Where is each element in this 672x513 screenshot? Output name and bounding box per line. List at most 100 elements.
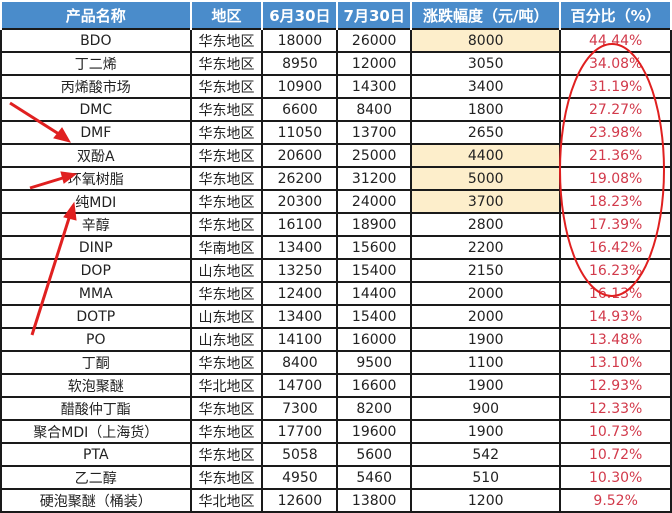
cell-region: 山东地区 bbox=[189, 258, 264, 283]
cell-jun30: 12400 bbox=[261, 281, 339, 306]
cell-jul30: 5460 bbox=[336, 465, 413, 490]
cell-region: 华东地区 bbox=[189, 350, 264, 375]
cell-jul30: 15400 bbox=[336, 258, 413, 283]
header-product: 产品名称 bbox=[0, 0, 192, 30]
cell-jul30: 8200 bbox=[336, 396, 413, 421]
cell-jul30: 16000 bbox=[336, 327, 413, 352]
cell-change: 3400 bbox=[410, 74, 562, 99]
cell-product: PO bbox=[0, 327, 192, 352]
header-change: 涨跌幅度（元/吨） bbox=[410, 0, 562, 30]
cell-change: 542 bbox=[410, 442, 562, 467]
cell-product: 纯MDI bbox=[0, 189, 192, 214]
cell-percent: 14.93% bbox=[559, 304, 672, 329]
table-row: 丁二烯 华东地区 8950 12000 3050 34.08% bbox=[0, 51, 672, 76]
cell-jun30: 14700 bbox=[261, 373, 339, 398]
cell-change: 5000 bbox=[410, 166, 562, 191]
cell-percent: 12.33% bbox=[559, 396, 672, 421]
cell-region: 山东地区 bbox=[189, 327, 264, 352]
header-jun30: 6月30日 bbox=[261, 0, 339, 30]
table-row: 乙二醇 华东地区 4950 5460 510 10.30% bbox=[0, 465, 672, 490]
cell-jul30: 13700 bbox=[336, 120, 413, 145]
cell-jul30: 5600 bbox=[336, 442, 413, 467]
cell-percent: 16.23% bbox=[559, 258, 672, 283]
table-row: 软泡聚醚 华北地区 14700 16600 1900 12.93% bbox=[0, 373, 672, 398]
cell-jun30: 6600 bbox=[261, 97, 339, 122]
cell-jun30: 4950 bbox=[261, 465, 339, 490]
cell-change: 510 bbox=[410, 465, 562, 490]
cell-region: 华东地区 bbox=[189, 281, 264, 306]
header-percent: 百分比（%） bbox=[559, 0, 672, 30]
header-region: 地区 bbox=[189, 0, 264, 30]
cell-jul30: 15400 bbox=[336, 304, 413, 329]
cell-percent: 10.30% bbox=[559, 465, 672, 490]
header-jul30: 7月30日 bbox=[336, 0, 413, 30]
cell-change: 2000 bbox=[410, 304, 562, 329]
cell-percent: 10.72% bbox=[559, 442, 672, 467]
table-row: 丁酮 华东地区 8400 9500 1100 13.10% bbox=[0, 350, 672, 375]
table-row: DOP 山东地区 13250 15400 2150 16.23% bbox=[0, 258, 672, 283]
cell-region: 华东地区 bbox=[189, 396, 264, 421]
cell-change: 3700 bbox=[410, 189, 562, 214]
cell-jun30: 8950 bbox=[261, 51, 339, 76]
cell-percent: 27.27% bbox=[559, 97, 672, 122]
cell-percent: 16.42% bbox=[559, 235, 672, 260]
cell-jul30: 24000 bbox=[336, 189, 413, 214]
cell-region: 华东地区 bbox=[189, 97, 264, 122]
cell-jun30: 10900 bbox=[261, 74, 339, 99]
cell-change: 900 bbox=[410, 396, 562, 421]
cell-percent: 12.93% bbox=[559, 373, 672, 398]
cell-region: 华东地区 bbox=[189, 419, 264, 444]
cell-product: 软泡聚醚 bbox=[0, 373, 192, 398]
cell-region: 华东地区 bbox=[189, 120, 264, 145]
cell-percent: 17.39% bbox=[559, 212, 672, 237]
cell-product: DMC bbox=[0, 97, 192, 122]
cell-region: 华北地区 bbox=[189, 373, 264, 398]
table-row: 醋酸仲丁酯 华东地区 7300 8200 900 12.33% bbox=[0, 396, 672, 421]
cell-region: 华东地区 bbox=[189, 74, 264, 99]
cell-change: 4400 bbox=[410, 143, 562, 168]
cell-region: 华东地区 bbox=[189, 465, 264, 490]
cell-jun30: 13400 bbox=[261, 304, 339, 329]
table-row: MMA 华东地区 12400 14400 2000 16.13% bbox=[0, 281, 672, 306]
cell-jul30: 13800 bbox=[336, 488, 413, 513]
cell-region: 山东地区 bbox=[189, 304, 264, 329]
cell-product: 醋酸仲丁酯 bbox=[0, 396, 192, 421]
cell-percent: 19.08% bbox=[559, 166, 672, 191]
cell-change: 2650 bbox=[410, 120, 562, 145]
cell-change: 1900 bbox=[410, 419, 562, 444]
cell-product: 硬泡聚醚（桶装） bbox=[0, 488, 192, 513]
cell-change: 2000 bbox=[410, 281, 562, 306]
cell-change: 3050 bbox=[410, 51, 562, 76]
cell-jun30: 13400 bbox=[261, 235, 339, 260]
table-row: 聚合MDI（上海货） 华东地区 17700 19600 1900 10.73% bbox=[0, 419, 672, 444]
cell-jun30: 5058 bbox=[261, 442, 339, 467]
cell-jul30: 14300 bbox=[336, 74, 413, 99]
cell-percent: 44.44% bbox=[559, 28, 672, 53]
table-row: 硬泡聚醚（桶装） 华北地区 12600 13800 1200 9.52% bbox=[0, 488, 672, 513]
cell-change: 1900 bbox=[410, 327, 562, 352]
cell-percent: 31.19% bbox=[559, 74, 672, 99]
table-row: 环氧树脂 华东地区 26200 31200 5000 19.08% bbox=[0, 166, 672, 191]
cell-product: 丙烯酸市场 bbox=[0, 74, 192, 99]
cell-percent: 13.10% bbox=[559, 350, 672, 375]
cell-percent: 10.73% bbox=[559, 419, 672, 444]
cell-jul30: 12000 bbox=[336, 51, 413, 76]
cell-jul30: 14400 bbox=[336, 281, 413, 306]
cell-jul30: 25000 bbox=[336, 143, 413, 168]
cell-product: BDO bbox=[0, 28, 192, 53]
cell-percent: 18.23% bbox=[559, 189, 672, 214]
table-row: 辛醇 华东地区 16100 18900 2800 17.39% bbox=[0, 212, 672, 237]
cell-change: 1100 bbox=[410, 350, 562, 375]
cell-jun30: 16100 bbox=[261, 212, 339, 237]
cell-change: 1900 bbox=[410, 373, 562, 398]
cell-product: DOTP bbox=[0, 304, 192, 329]
cell-percent: 13.48% bbox=[559, 327, 672, 352]
table-row: PO 山东地区 14100 16000 1900 13.48% bbox=[0, 327, 672, 352]
cell-region: 华东地区 bbox=[189, 212, 264, 237]
cell-percent: 34.08% bbox=[559, 51, 672, 76]
cell-change: 2200 bbox=[410, 235, 562, 260]
cell-region: 华北地区 bbox=[189, 488, 264, 513]
cell-product: 丁二烯 bbox=[0, 51, 192, 76]
cell-jul30: 15600 bbox=[336, 235, 413, 260]
